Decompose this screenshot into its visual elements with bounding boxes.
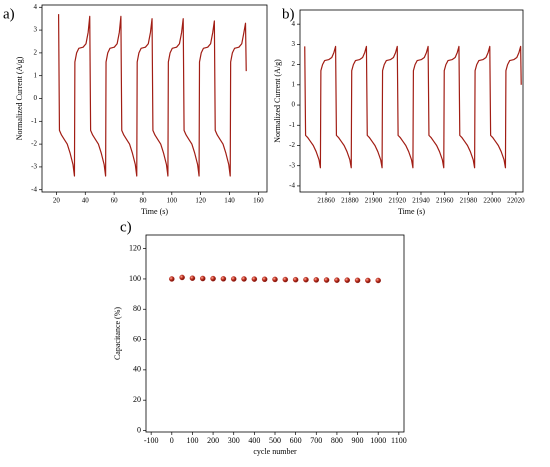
panel-label: b): [282, 6, 295, 22]
y-tick-label: -4: [31, 185, 37, 193]
data-point: [261, 276, 268, 282]
y-tick-label: 0: [292, 101, 296, 109]
y-tick-label: 80: [133, 304, 141, 313]
panel-label: a): [3, 6, 15, 22]
y-tick-label: -2: [31, 140, 37, 148]
data-point: [251, 276, 258, 282]
data-point: [169, 276, 175, 282]
data-point: [200, 275, 206, 282]
x-tick-label: 140: [224, 197, 235, 205]
data-point: [179, 274, 185, 281]
y-axis-label: Capacitance (%): [113, 307, 122, 360]
x-tick-label: 21940: [412, 197, 430, 205]
y-tick-label: -4: [289, 182, 295, 190]
x-tick-label: 21900: [365, 197, 383, 205]
x-tick-label: 800: [331, 436, 343, 445]
data-point: [292, 276, 299, 283]
plot-frame: [145, 234, 405, 433]
x-tick-label: 500: [269, 436, 281, 445]
y-tick-label: -3: [31, 163, 37, 171]
data-point: [375, 277, 381, 284]
y-axis-label: Normalized Current (A/g): [15, 56, 24, 140]
y-tick-label: 4: [34, 3, 38, 11]
plot-frame: [41, 4, 268, 193]
x-tick-label: 400: [248, 436, 260, 445]
x-tick-label: 900: [352, 436, 364, 445]
y-tick-label: 60: [133, 334, 141, 343]
y-tick-label: -1: [289, 121, 295, 129]
data-point: [230, 276, 237, 282]
x-axis-label: cycle number: [253, 447, 297, 456]
data-point: [365, 277, 371, 284]
plot-frame: [299, 9, 524, 193]
x-tick-label: 21960: [436, 197, 454, 205]
data-line: [57, 14, 247, 177]
y-tick-label: 3: [292, 40, 296, 48]
data-point: [220, 276, 227, 282]
y-tick-label: 2: [292, 60, 296, 68]
x-tick-label: 700: [310, 436, 322, 445]
x-axis-label: Time (s): [398, 207, 425, 216]
x-tick-label: 21980: [460, 197, 478, 205]
x-tick-label: 120: [195, 197, 206, 205]
x-tick-label: 80: [139, 197, 147, 205]
x-tick-label: 300: [228, 436, 240, 445]
data-point: [282, 276, 289, 283]
x-tick-label: 40: [82, 197, 90, 205]
data-point: [210, 275, 216, 282]
y-tick-label: 120: [129, 243, 141, 252]
x-tick-label: 21860: [317, 197, 335, 205]
x-tick-label: 22000: [483, 197, 501, 205]
y-tick-label: 4: [292, 20, 296, 28]
x-tick-label: 200: [207, 436, 219, 445]
y-tick-label: -2: [289, 141, 295, 149]
y-tick-label: 100: [129, 274, 141, 283]
y-tick-label: 3: [34, 26, 38, 34]
y-tick-label: 1: [292, 80, 296, 88]
x-axis-label: Time (s): [141, 207, 168, 216]
data-point: [241, 276, 247, 282]
data-point: [323, 277, 330, 283]
x-tick-label: 100: [186, 436, 198, 445]
y-tick-label: 20: [133, 395, 141, 404]
x-tick-label: 100: [167, 197, 178, 205]
data-point: [344, 277, 350, 283]
data-point: [313, 277, 320, 283]
x-tick-label: 60: [111, 197, 119, 205]
x-tick-label: 160: [253, 197, 264, 205]
x-tick-label: 0: [170, 436, 174, 445]
x-tick-label: 21880: [341, 197, 359, 205]
y-tick-label: 0: [137, 425, 141, 434]
y-tick-label: 2: [34, 48, 38, 56]
y-tick-label: 0: [34, 94, 38, 102]
panel-label: c): [120, 219, 132, 235]
x-tick-label: 1000: [370, 436, 386, 445]
x-tick-label: 600: [290, 436, 302, 445]
data-point: [272, 276, 278, 283]
x-tick-label: -100: [144, 436, 159, 445]
data-point: [354, 277, 361, 284]
data-point: [334, 277, 340, 283]
y-tick-label: -3: [289, 161, 295, 169]
x-tick-label: 20: [53, 197, 61, 205]
y-tick-label: -1: [31, 117, 37, 125]
y-axis-label: Normalized Current (A/g): [273, 59, 282, 143]
x-tick-label: 1100: [391, 436, 407, 445]
data-point: [303, 276, 309, 283]
y-tick-label: 40: [133, 365, 141, 374]
data-point: [189, 275, 196, 281]
y-tick-label: 1: [34, 71, 38, 79]
x-tick-label: 21920: [389, 197, 407, 205]
x-tick-label: 22020: [507, 197, 525, 205]
data-line: [304, 45, 522, 169]
